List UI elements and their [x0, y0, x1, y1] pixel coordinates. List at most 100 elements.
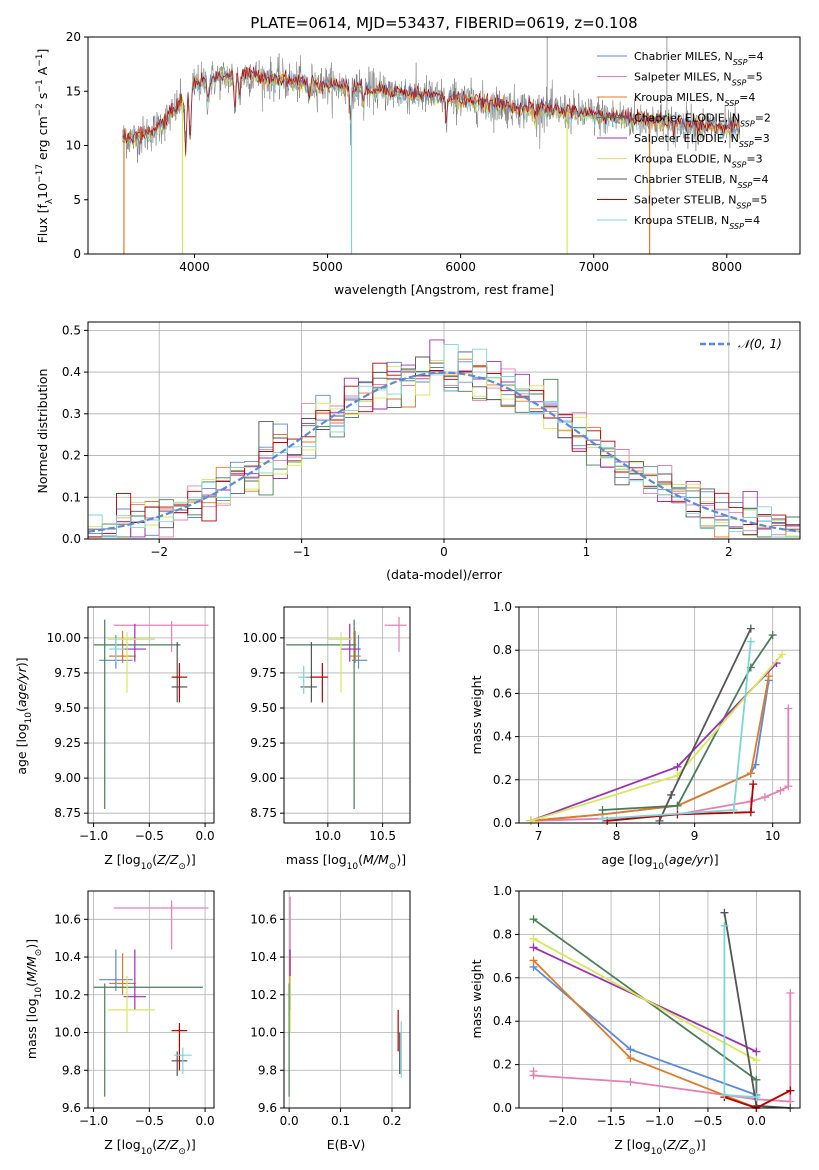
- y-tick-label: 10: [66, 139, 81, 153]
- residuals-legend: 𝒩(0, 1): [700, 337, 782, 351]
- y-tick-label: 8.75: [54, 806, 81, 820]
- y-tick-label: 0.8: [493, 643, 512, 657]
- massweight-marker: [786, 1086, 795, 1095]
- y-tick-label: 0.4: [493, 1014, 512, 1028]
- massweight-marker: [626, 1045, 635, 1054]
- axes-frame: [518, 606, 801, 824]
- axes-frame: [518, 890, 801, 1109]
- y-tick-label: 10.4: [250, 950, 277, 964]
- y-tick-label: 9.25: [54, 736, 81, 750]
- massweight-marker: [626, 1054, 635, 1063]
- massweight-marker: [752, 1093, 761, 1102]
- massweight-marker: [784, 782, 793, 791]
- y-tick-label: 0.3: [62, 407, 81, 421]
- mwAge-ylabel: mass weight: [469, 675, 484, 754]
- legend-label: Chabrier STELIB, NSSP=4: [634, 173, 768, 190]
- massweight-marker: [752, 1056, 761, 1065]
- legend-label: Kroupa ELODIE, NSSP=3: [634, 153, 763, 170]
- y-tick-label: 0.2: [493, 1058, 512, 1072]
- y-tick-label: 5: [73, 193, 81, 207]
- residuals-histograms: [88, 339, 800, 538]
- age-vs-Z-panel: −1.0 −0.5 0.0 8.75 9.00 9.25 9.50 9.75 10.00: [47, 606, 215, 843]
- x-tick-label: 4000: [179, 260, 210, 274]
- x-tick-label: 8000: [712, 260, 743, 274]
- x-tick-label: 5000: [312, 260, 343, 274]
- y-tick-label: 0.0: [62, 532, 81, 546]
- y-tick-label: 9.25: [250, 736, 277, 750]
- y-tick-label: 9.75: [54, 666, 81, 680]
- massweight-marker: [529, 956, 538, 965]
- x-tick-label: 10.0: [314, 829, 341, 843]
- x-tick-label: 1: [583, 545, 591, 559]
- mwZ-ylabel: mass weight: [469, 959, 484, 1038]
- legend-label: Salpeter MILES, NSSP=5: [634, 71, 763, 88]
- axes-frame: [87, 890, 215, 1109]
- spectrum-model-trace: [122, 66, 741, 156]
- axes-frame: [283, 606, 411, 824]
- massweight-marker: [786, 988, 795, 997]
- mZ-ylabel: mass [log10(M/M⊙)]: [24, 939, 44, 1059]
- y-tick-label: 0.4: [493, 730, 512, 744]
- y-tick-label: 10.6: [250, 912, 277, 926]
- spectrum-frame: [87, 36, 801, 255]
- massweight-marker: [598, 806, 607, 815]
- massweight-line: [658, 628, 752, 822]
- massweight-line: [532, 966, 757, 1096]
- massweight-marker: [760, 793, 769, 802]
- y-tick-label: 10.0: [54, 1026, 81, 1040]
- y-tick-label: 9.00: [54, 771, 81, 785]
- massweight-marker: [768, 631, 777, 640]
- x-tick-label: 0.0: [196, 1114, 215, 1128]
- legend-label: Chabrier MILES, NSSP=4: [634, 50, 764, 67]
- spectrum-xlabel: wavelength [Angstrom, rest frame]: [334, 282, 554, 297]
- massweight-marker: [626, 1077, 635, 1086]
- massweight-marker: [752, 1075, 761, 1084]
- y-tick-label: 9.75: [250, 666, 277, 680]
- ageM-xlabel: mass [log10(M/M⊙)]: [286, 852, 406, 872]
- massweight-marker: [746, 769, 755, 778]
- x-tick-label: 9: [691, 829, 699, 843]
- x-tick-label: 6000: [445, 260, 476, 274]
- massweight-marker: [720, 1090, 729, 1099]
- mE-xlabel: E(B-V): [327, 1137, 366, 1152]
- x-tick-label: 0.1: [331, 1114, 350, 1128]
- massweight-line: [530, 675, 770, 822]
- x-tick-label: −0.5: [135, 829, 164, 843]
- massweight-marker: [526, 816, 535, 825]
- legend-label: Salpeter ELODIE, NSSP=3: [634, 132, 770, 149]
- spectrum-legend: Chabrier MILES, NSSP=4 Salpeter MILES, NS…: [597, 50, 771, 231]
- ageZ-ylabel: age [log10(age/yr)]: [14, 657, 34, 774]
- spectrum-ylabel: Flux [fλ10−17 erg cm−2 s−1 A−1]: [35, 49, 55, 244]
- residual-histogram: [88, 344, 800, 538]
- x-tick-label: −1.0: [79, 1114, 108, 1128]
- y-tick-label: 9.8: [258, 1063, 277, 1077]
- legend-label: Kroupa MILES, NSSP=4: [634, 91, 755, 108]
- massweight-marker: [673, 762, 682, 771]
- x-tick-label: 0.0: [280, 1114, 299, 1128]
- y-tick-label: 10.00: [47, 631, 81, 645]
- y-tick-label: 0.6: [493, 971, 512, 985]
- massweight-line: [602, 634, 774, 811]
- massweight-marker: [746, 808, 755, 817]
- y-tick-label: 9.50: [54, 701, 81, 715]
- massweight-vs-age-panel: 7 8 9 10 0.0 0.2 0.4 0.6 0.8 1.0: [493, 600, 801, 843]
- y-tick-label: 10.2: [54, 988, 81, 1002]
- massweight-marker: [749, 780, 758, 789]
- x-tick-label: −1.0: [645, 1114, 674, 1128]
- x-tick-label: −0.5: [693, 1114, 722, 1128]
- y-tick-label: 8.75: [250, 806, 277, 820]
- normal-curve: [88, 371, 800, 533]
- massweight-line: [532, 918, 758, 1108]
- residuals-ylabel: Normed distribution: [35, 369, 50, 494]
- x-tick-label: −0.5: [135, 1114, 164, 1128]
- massweight-marker: [729, 806, 738, 815]
- massweight-marker: [529, 943, 538, 952]
- residuals-panel: −2 −1 0 1 2 0.0 0.1 0.2 0.3 0.4 0.5 (data-model)/e…: [35, 321, 801, 582]
- massweight-marker: [720, 908, 729, 917]
- y-tick-label: 0.2: [62, 449, 81, 463]
- y-tick-label: 10.00: [243, 631, 277, 645]
- x-tick-label: 0.2: [382, 1114, 401, 1128]
- y-tick-label: 1.0: [493, 884, 512, 898]
- x-tick-label: −2: [150, 545, 168, 559]
